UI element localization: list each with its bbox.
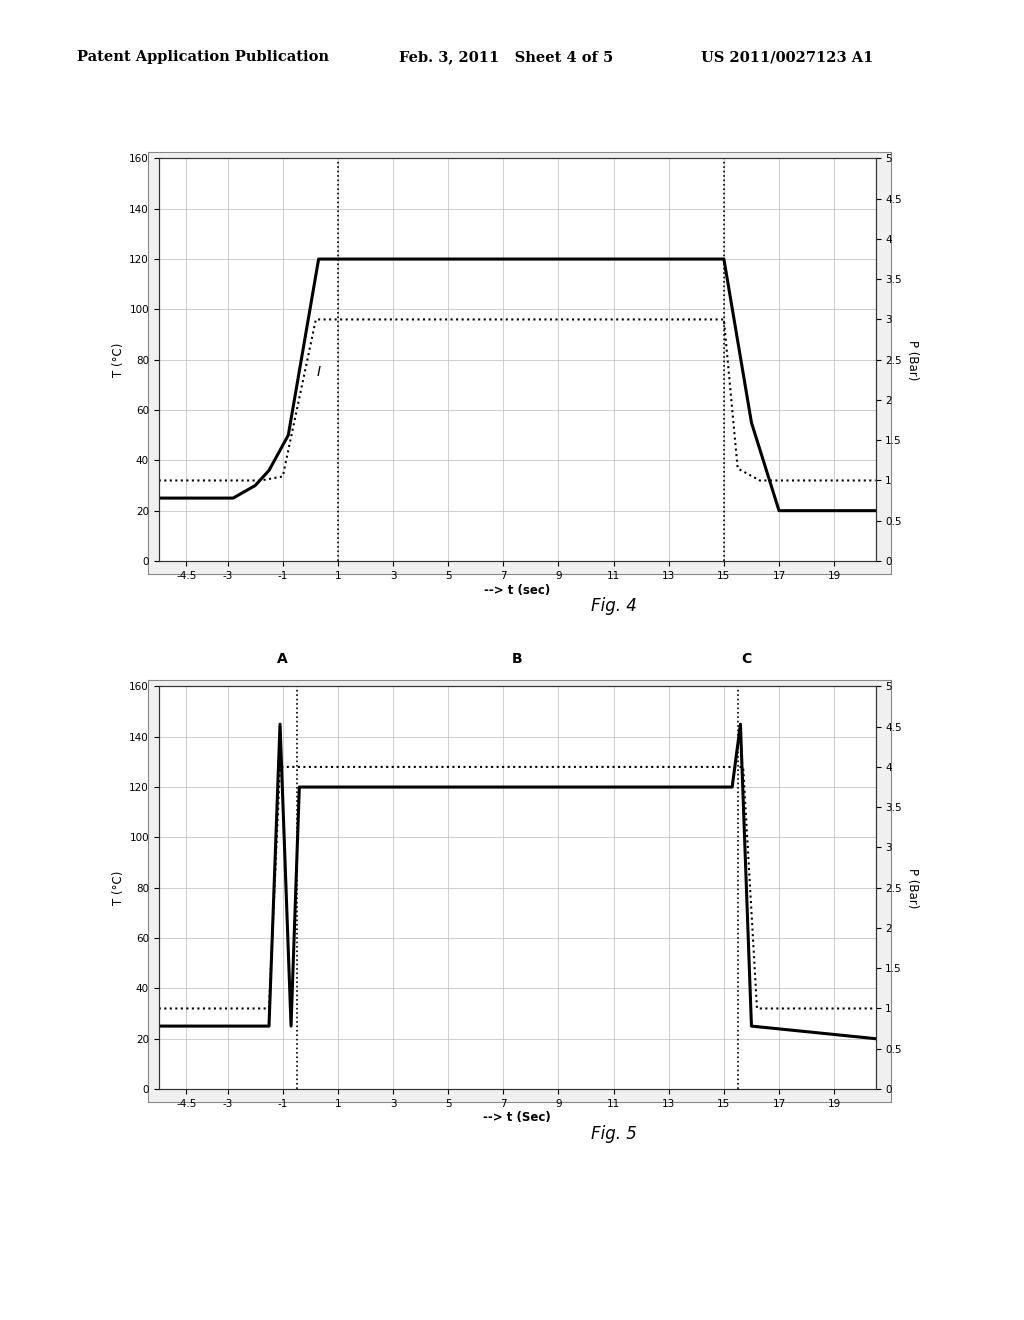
Text: B: B — [512, 652, 522, 667]
Text: Feb. 3, 2011   Sheet 4 of 5: Feb. 3, 2011 Sheet 4 of 5 — [399, 50, 613, 65]
Y-axis label: P (Bar): P (Bar) — [905, 867, 919, 908]
Y-axis label: P (Bar): P (Bar) — [905, 339, 919, 380]
X-axis label: --> t (sec): --> t (sec) — [484, 583, 550, 597]
X-axis label: --> t (Sec): --> t (Sec) — [483, 1111, 551, 1125]
Text: I: I — [316, 366, 321, 379]
Text: C: C — [740, 652, 751, 667]
Y-axis label: T (°C): T (°C) — [112, 870, 125, 906]
Y-axis label: T (°C): T (°C) — [112, 342, 125, 378]
Text: A: A — [278, 652, 288, 667]
Text: US 2011/0027123 A1: US 2011/0027123 A1 — [701, 50, 873, 65]
Text: Fig. 4: Fig. 4 — [592, 597, 637, 615]
Text: Fig. 5: Fig. 5 — [592, 1125, 637, 1143]
Text: Patent Application Publication: Patent Application Publication — [77, 50, 329, 65]
